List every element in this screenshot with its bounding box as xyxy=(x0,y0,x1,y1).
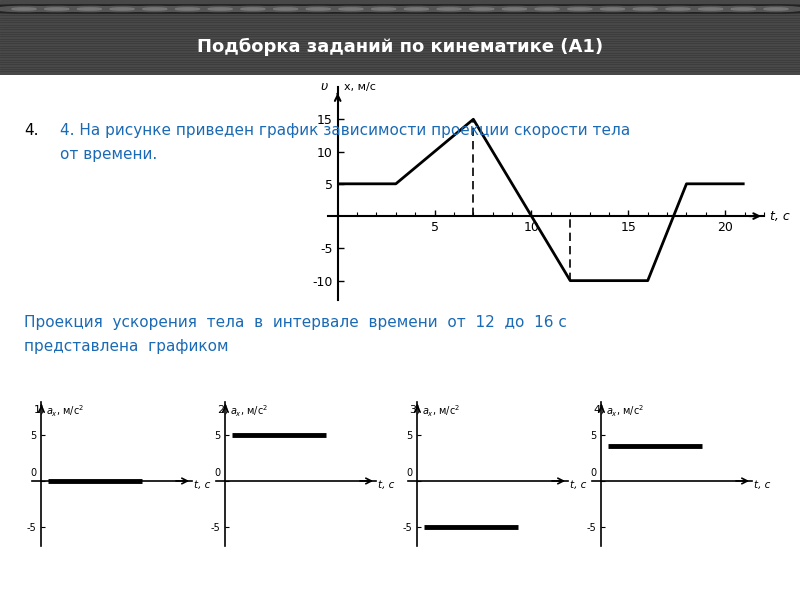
Circle shape xyxy=(258,7,314,11)
Circle shape xyxy=(13,5,101,13)
Circle shape xyxy=(290,7,346,11)
Circle shape xyxy=(421,7,477,11)
Text: Проекция  ускорения  тела  в  интервале  времени  от  12  до  16 с: Проекция ускорения тела в интервале врем… xyxy=(24,315,567,330)
Circle shape xyxy=(682,7,738,11)
Circle shape xyxy=(274,5,362,13)
Text: $a_x$, м/с$^2$: $a_x$, м/с$^2$ xyxy=(46,404,84,419)
Circle shape xyxy=(666,8,690,10)
Circle shape xyxy=(175,8,199,10)
Circle shape xyxy=(225,7,281,11)
Circle shape xyxy=(601,8,625,10)
Text: 2): 2) xyxy=(218,405,229,415)
Circle shape xyxy=(241,8,265,10)
Circle shape xyxy=(192,7,248,11)
Text: $a_x$, м/с$^2$: $a_x$, м/с$^2$ xyxy=(606,404,644,419)
Text: 1): 1) xyxy=(34,405,45,415)
Circle shape xyxy=(438,5,526,13)
Text: 0: 0 xyxy=(590,468,597,478)
Circle shape xyxy=(242,5,330,13)
Circle shape xyxy=(110,8,134,10)
Circle shape xyxy=(142,8,166,10)
Text: 4. На рисунке приведен график зависимости проекции скорости тела: 4. На рисунке приведен график зависимост… xyxy=(60,123,630,138)
Circle shape xyxy=(535,8,559,10)
Text: 0: 0 xyxy=(214,468,221,478)
Text: ◄: ◄ xyxy=(39,568,57,587)
Circle shape xyxy=(404,8,428,10)
Text: $a_x$, м/с$^2$: $a_x$, м/с$^2$ xyxy=(230,404,268,419)
Circle shape xyxy=(78,5,166,13)
Circle shape xyxy=(110,5,198,13)
Circle shape xyxy=(62,7,118,11)
Circle shape xyxy=(126,7,182,11)
Circle shape xyxy=(94,7,150,11)
Circle shape xyxy=(764,8,788,10)
Circle shape xyxy=(372,8,396,10)
Circle shape xyxy=(78,8,102,10)
Circle shape xyxy=(454,7,510,11)
Text: x, м/с: x, м/с xyxy=(343,82,375,92)
Circle shape xyxy=(486,7,542,11)
Circle shape xyxy=(46,5,134,13)
Circle shape xyxy=(699,5,787,13)
Circle shape xyxy=(143,5,231,13)
Text: υ: υ xyxy=(321,80,328,94)
Circle shape xyxy=(650,7,706,11)
Circle shape xyxy=(536,5,624,13)
Circle shape xyxy=(618,7,674,11)
Circle shape xyxy=(0,5,68,13)
Circle shape xyxy=(731,8,755,10)
Circle shape xyxy=(585,7,641,11)
Text: t, с: t, с xyxy=(770,209,790,223)
Circle shape xyxy=(552,7,608,11)
Text: 0: 0 xyxy=(406,468,413,478)
Circle shape xyxy=(502,8,526,10)
Text: t, с: t, с xyxy=(754,479,770,490)
Circle shape xyxy=(340,5,428,13)
Circle shape xyxy=(274,8,298,10)
Text: t, с: t, с xyxy=(570,479,586,490)
Circle shape xyxy=(209,5,297,13)
Circle shape xyxy=(323,7,379,11)
Circle shape xyxy=(602,5,690,13)
Circle shape xyxy=(339,8,363,10)
Circle shape xyxy=(307,5,395,13)
Text: представлена  графиком: представлена графиком xyxy=(24,339,229,354)
Circle shape xyxy=(208,8,232,10)
Circle shape xyxy=(29,7,85,11)
Circle shape xyxy=(634,5,722,13)
Text: 4.: 4. xyxy=(24,123,38,138)
Circle shape xyxy=(405,5,493,13)
Text: от времени.: от времени. xyxy=(60,147,158,162)
Circle shape xyxy=(715,7,771,11)
Text: 3): 3) xyxy=(410,405,421,415)
Circle shape xyxy=(503,5,591,13)
Circle shape xyxy=(437,8,461,10)
Circle shape xyxy=(634,8,658,10)
Circle shape xyxy=(519,7,575,11)
Text: t, с: t, с xyxy=(378,479,394,490)
Circle shape xyxy=(12,8,36,10)
Circle shape xyxy=(356,7,412,11)
Circle shape xyxy=(569,5,657,13)
Text: $a_x$, м/с$^2$: $a_x$, м/с$^2$ xyxy=(422,404,460,419)
Text: Подборка заданий по кинематике (А1): Подборка заданий по кинематике (А1) xyxy=(197,37,603,56)
Circle shape xyxy=(0,7,52,11)
Text: t, с: t, с xyxy=(194,479,210,490)
Text: ►|: ►| xyxy=(740,569,760,587)
Text: 0: 0 xyxy=(30,468,37,478)
Circle shape xyxy=(388,7,444,11)
Circle shape xyxy=(698,8,722,10)
Circle shape xyxy=(568,8,592,10)
Circle shape xyxy=(372,5,460,13)
Circle shape xyxy=(748,7,800,11)
Circle shape xyxy=(306,8,330,10)
Text: 4): 4) xyxy=(594,405,605,415)
Circle shape xyxy=(176,5,264,13)
Circle shape xyxy=(666,5,754,13)
Circle shape xyxy=(159,7,215,11)
Circle shape xyxy=(45,8,69,10)
Circle shape xyxy=(470,5,558,13)
Circle shape xyxy=(470,8,494,10)
Circle shape xyxy=(732,5,800,13)
